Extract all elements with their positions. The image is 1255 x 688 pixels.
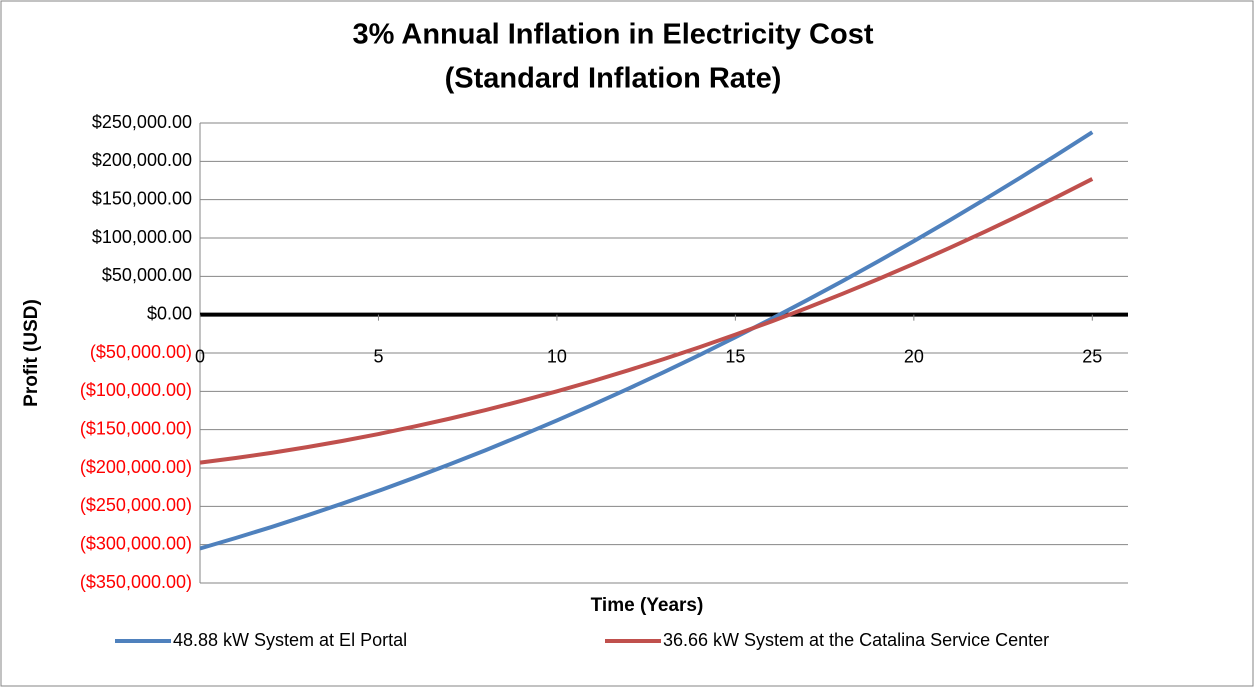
x-tick-label: 5 <box>373 346 383 366</box>
x-tick-label: 20 <box>904 346 924 366</box>
y-tick-label: $0.00 <box>147 303 192 323</box>
y-tick-label: ($100,000.00) <box>80 380 192 400</box>
x-tick-label: 10 <box>547 346 567 366</box>
y-tick-label: $150,000.00 <box>92 188 192 208</box>
y-tick-label: $50,000.00 <box>102 265 192 285</box>
x-tick-label: 0 <box>195 346 205 366</box>
y-tick-label: ($150,000.00) <box>80 418 192 438</box>
x-tick-label: 25 <box>1082 346 1102 366</box>
y-tick-label: ($200,000.00) <box>80 457 192 477</box>
y-tick-label: $100,000.00 <box>92 227 192 247</box>
y-tick-label: $250,000.00 <box>92 112 192 132</box>
y-tick-label: ($350,000.00) <box>80 572 192 592</box>
chart-title: 3% Annual Inflation in Electricity Cost <box>353 19 874 51</box>
chart-subtitle: (Standard Inflation Rate) <box>445 63 782 95</box>
legend-label: 36.66 kW System at the Catalina Service … <box>663 630 1049 650</box>
series-line <box>199 177 1094 465</box>
x-axis-title: Time (Years) <box>591 595 704 616</box>
legend-label: 48.88 kW System at El Portal <box>173 630 407 650</box>
x-tick-label: 15 <box>725 346 745 366</box>
series-line <box>199 130 1094 551</box>
y-tick-label: ($300,000.00) <box>80 533 192 553</box>
y-tick-label: $200,000.00 <box>92 150 192 170</box>
y-tick-label: ($250,000.00) <box>80 495 192 515</box>
y-tick-label: ($50,000.00) <box>90 342 192 362</box>
y-axis-title: Profit (USD) <box>21 299 42 407</box>
